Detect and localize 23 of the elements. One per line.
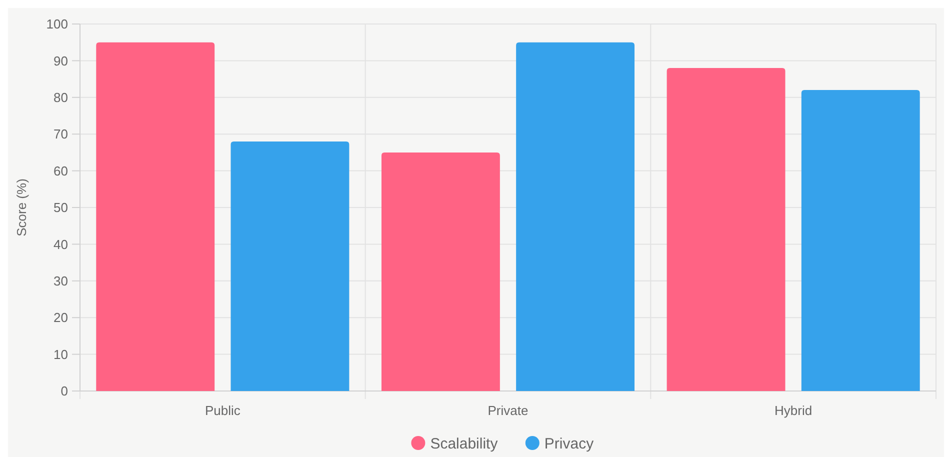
bar: [801, 90, 920, 391]
y-tick-label: 30: [54, 273, 68, 288]
y-tick-label: 100: [46, 16, 68, 32]
x-tick-label: Public: [204, 403, 241, 418]
y-tick-label: 70: [54, 126, 68, 142]
bar: [230, 141, 350, 391]
y-tick-label: 80: [54, 90, 68, 105]
y-tick-label: 60: [54, 163, 68, 178]
legend-label: Scalability: [430, 435, 498, 452]
y-tick-label: 50: [54, 200, 68, 216]
x-tick-label: Private: [488, 403, 528, 418]
y-axis-title: Score (%): [14, 178, 29, 236]
bar: [381, 152, 500, 391]
y-tick-label: 20: [54, 310, 68, 326]
y-tick-label: 0: [60, 384, 68, 399]
bar: [666, 68, 786, 391]
y-tick-label: 40: [54, 236, 68, 252]
y-tick-label: 90: [54, 53, 68, 68]
bar: [96, 42, 215, 391]
legend-label: Privacy: [544, 435, 594, 452]
y-tick-label: 10: [54, 346, 68, 362]
bar: [516, 42, 635, 391]
x-tick-label: Hybrid: [774, 403, 812, 418]
